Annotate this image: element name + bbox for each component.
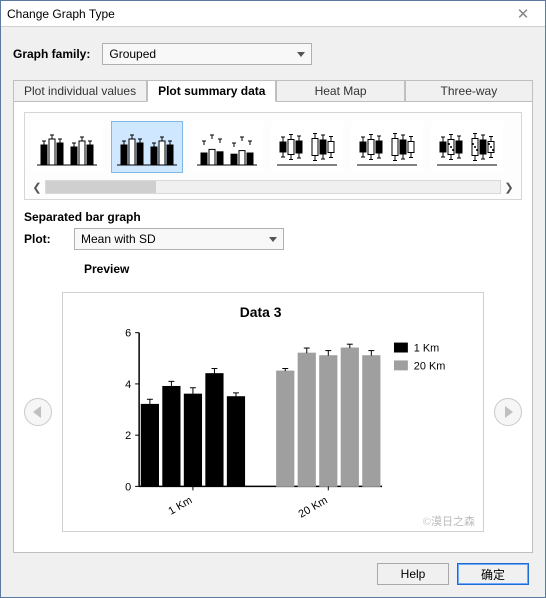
tab-page: ❮ ❯ Separated bar graph Plot: Mean with … [13,101,533,553]
ok-button[interactable]: 确定 [457,563,529,585]
preview-label: Preview [84,262,522,276]
change-graph-type-window: Change Graph Type ✕ Graph family: Groupe… [0,0,546,598]
close-icon[interactable]: ✕ [507,4,539,24]
graph-type-thumb-0[interactable] [31,121,103,173]
graph-family-combo[interactable]: Grouped [102,43,312,65]
plot-combo[interactable]: Mean with SD [74,228,284,250]
graph-type-thumb-2[interactable] [191,121,263,173]
dialog-button-row: Help 确定 [13,553,533,585]
preview-panel: Data 302461 Km20 Km1 Km20 Km ©漠日之森 [62,292,484,532]
graph-type-thumb-4[interactable] [351,121,423,173]
preview-row: Data 302461 Km20 Km1 Km20 Km ©漠日之森 [24,278,522,546]
plot-row: Plot: Mean with SD [24,228,522,250]
graph-type-thumbnails: ❮ ❯ [24,112,522,200]
svg-text:Data 3: Data 3 [240,304,282,320]
tab-strip: Plot individual values Plot summary data… [13,80,533,102]
help-button[interactable]: Help [377,563,449,585]
scroll-track[interactable] [45,180,501,194]
graph-type-thumb-5[interactable] [431,121,503,173]
svg-text:0: 0 [125,481,131,493]
scroll-right-icon[interactable]: ❯ [501,181,517,194]
svg-text:2: 2 [125,430,131,442]
tab-plot-individual-values[interactable]: Plot individual values [13,80,147,102]
thumbnail-scrollbar[interactable]: ❮ ❯ [29,179,517,195]
section-title: Separated bar graph [24,210,522,224]
preview-next-button[interactable] [494,398,522,426]
plot-value: Mean with SD [81,232,156,246]
preview-chart: Data 302461 Km20 Km1 Km20 Km [63,293,483,531]
chevron-down-icon [297,52,305,57]
tab-heat-map[interactable]: Heat Map [276,80,404,102]
dialog-client-area: Graph family: Grouped Plot individual va… [1,27,545,597]
titlebar: Change Graph Type ✕ [1,1,545,27]
graph-family-label: Graph family: [13,47,90,61]
svg-text:6: 6 [125,328,131,340]
svg-text:20 Km: 20 Km [414,360,445,372]
triangle-right-icon [503,406,513,418]
graph-type-thumb-1[interactable] [111,121,183,173]
preview-prev-button[interactable] [24,398,52,426]
chevron-down-icon [269,237,277,242]
tab-three-way[interactable]: Three-way [405,80,533,102]
scroll-grip[interactable] [46,181,156,193]
svg-text:4: 4 [125,379,131,391]
window-title: Change Graph Type [7,7,507,21]
scroll-left-icon[interactable]: ❮ [29,181,45,194]
graph-type-thumb-3[interactable] [271,121,343,173]
graph-family-value: Grouped [109,47,156,61]
triangle-left-icon [33,406,43,418]
plot-label: Plot: [24,232,74,246]
tab-plot-summary-data[interactable]: Plot summary data [147,80,276,102]
svg-text:1 Km: 1 Km [414,343,439,355]
graph-family-row: Graph family: Grouped [13,43,533,65]
